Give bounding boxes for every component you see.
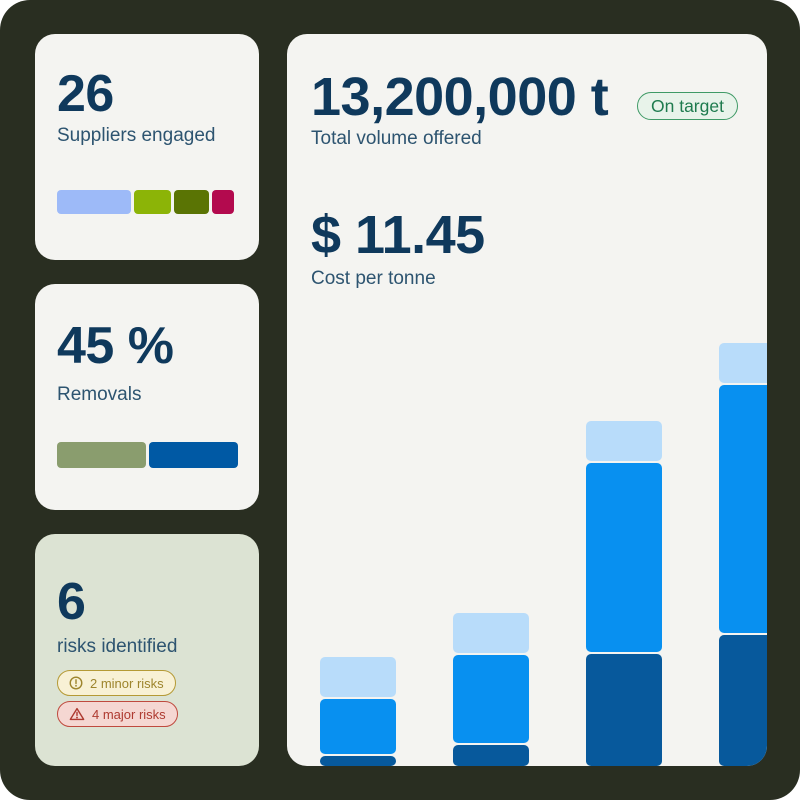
suppliers-segment-3 <box>174 190 209 214</box>
volume-card: 13,200,000 t On target Total volume offe… <box>287 34 767 766</box>
chart-bar-1-bottom-segment[interactable] <box>320 756 396 766</box>
chart-bar-4-middle-segment[interactable] <box>719 385 767 633</box>
volume-stacked-bar-chart <box>287 34 767 766</box>
removals-split-bar <box>57 442 238 468</box>
chart-bar-1-top-segment[interactable] <box>320 657 396 697</box>
chart-bar-2-middle-segment[interactable] <box>453 655 529 743</box>
suppliers-label: Suppliers engaged <box>57 125 216 146</box>
chart-bar-4-bottom-segment[interactable] <box>719 635 767 766</box>
chart-bar-2[interactable] <box>453 613 529 766</box>
suppliers-segment-2 <box>134 190 171 214</box>
risks-count: 6 <box>57 573 86 631</box>
removals-card: 45 % Removals <box>35 284 259 510</box>
on-target-badge: On target <box>637 92 738 120</box>
suppliers-segment-1 <box>57 190 131 214</box>
chart-bar-3-middle-segment[interactable] <box>586 463 662 652</box>
suppliers-distribution-bar <box>57 190 234 214</box>
removals-label: Removals <box>57 384 142 405</box>
chart-bar-3-top-segment[interactable] <box>586 421 662 461</box>
major-risks-chip-label: 4 major risks <box>92 706 166 722</box>
total-volume-value: 13,200,000 t <box>311 67 609 127</box>
chart-bar-1-middle-segment[interactable] <box>320 699 396 754</box>
chart-bar-2-top-segment[interactable] <box>453 613 529 653</box>
removals-percent: 45 % <box>57 317 174 375</box>
suppliers-count: 26 <box>57 65 114 123</box>
minor-risks-chip-label: 2 minor risks <box>90 675 164 691</box>
major-risks-chip[interactable]: 4 major risks <box>57 701 178 727</box>
chart-bar-4[interactable] <box>719 343 767 766</box>
alert-circle-icon <box>69 676 83 690</box>
total-volume-label: Total volume offered <box>311 128 482 149</box>
chart-bar-4-top-segment[interactable] <box>719 343 767 383</box>
minor-risks-chip[interactable]: 2 minor risks <box>57 670 176 696</box>
warning-triangle-icon <box>69 707 85 721</box>
removals-segment-1 <box>57 442 146 468</box>
suppliers-card: 26 Suppliers engaged <box>35 34 259 260</box>
suppliers-segment-4 <box>212 190 234 214</box>
chart-bar-3-bottom-segment[interactable] <box>586 654 662 766</box>
cost-per-tonne-value: $ 11.45 <box>311 205 485 265</box>
cost-per-tonne-label: Cost per tonne <box>311 268 436 289</box>
chart-bar-3[interactable] <box>586 421 662 766</box>
risks-card: 6 risks identified 2 minor risks 4 ma <box>35 534 259 766</box>
removals-segment-2 <box>149 442 238 468</box>
risks-label: risks identified <box>57 636 178 657</box>
chart-bar-1[interactable] <box>320 657 396 766</box>
chart-bar-2-bottom-segment[interactable] <box>453 745 529 766</box>
